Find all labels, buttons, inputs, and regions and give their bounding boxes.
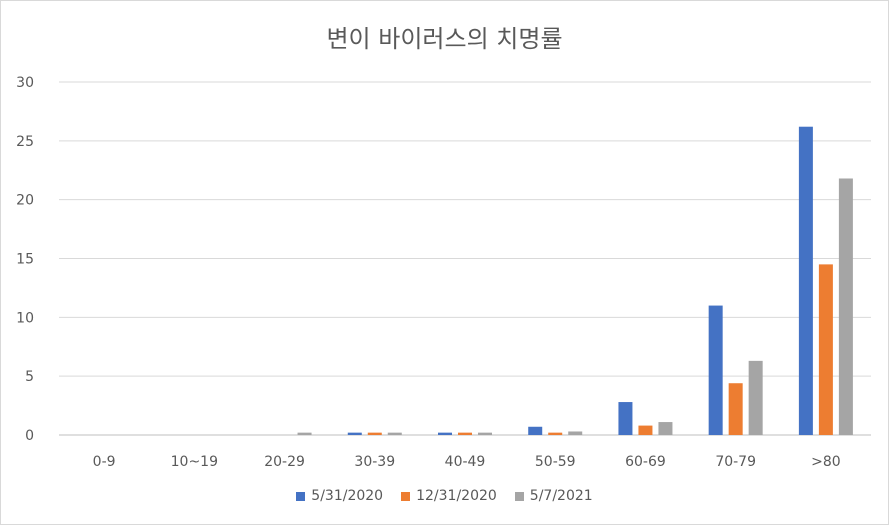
bar <box>367 432 382 435</box>
y-tick-label: 10 <box>16 310 34 326</box>
legend-swatch <box>296 491 306 501</box>
y-tick-label: 0 <box>25 428 34 444</box>
bar <box>548 432 563 435</box>
legend: 5/31/2020 12/31/2020 5/7/2021 <box>1 488 888 504</box>
legend-swatch <box>514 491 524 501</box>
bar <box>658 422 673 435</box>
x-tick-label: 50-59 <box>535 454 576 470</box>
y-tick-label: 25 <box>16 134 34 150</box>
legend-swatch <box>401 491 411 501</box>
bar <box>748 360 763 435</box>
bar <box>438 432 452 435</box>
bar <box>638 425 653 435</box>
x-tick-label: 70-79 <box>715 454 756 470</box>
legend-entry: 5/7/2021 <box>514 488 593 504</box>
bar <box>478 432 492 435</box>
x-tick-label: 30-39 <box>354 454 395 470</box>
y-tick-label: 5 <box>25 369 34 385</box>
bar <box>568 431 583 435</box>
bar <box>387 432 402 435</box>
legend-label: 12/31/2020 <box>416 488 497 504</box>
bar <box>838 178 853 435</box>
x-tick-label: 10~19 <box>171 454 218 470</box>
legend-entry: 5/31/2020 <box>296 488 383 504</box>
bar <box>708 305 723 435</box>
legend-label: 5/31/2020 <box>311 488 384 504</box>
chart-title: 변이 바이러스의 치명률 <box>326 25 563 53</box>
x-tick-label: 60-69 <box>625 454 666 470</box>
y-tick-label: 30 <box>16 75 34 91</box>
y-tick-label: 20 <box>16 193 34 209</box>
x-tick-label: 40-49 <box>445 454 486 470</box>
bar <box>528 426 543 435</box>
x-tick-label: >80 <box>811 454 841 470</box>
x-tick-label: 0-9 <box>93 454 116 470</box>
bar <box>347 432 362 435</box>
bar <box>728 383 743 435</box>
bar <box>297 432 312 435</box>
x-tick-label: 20-29 <box>264 454 305 470</box>
bar <box>818 264 833 435</box>
legend-label: 5/7/2021 <box>529 488 593 504</box>
bar <box>458 432 472 435</box>
legend-entry: 12/31/2020 <box>401 488 497 504</box>
bar <box>618 402 633 435</box>
bar <box>798 126 813 436</box>
y-tick-label: 15 <box>16 252 34 268</box>
